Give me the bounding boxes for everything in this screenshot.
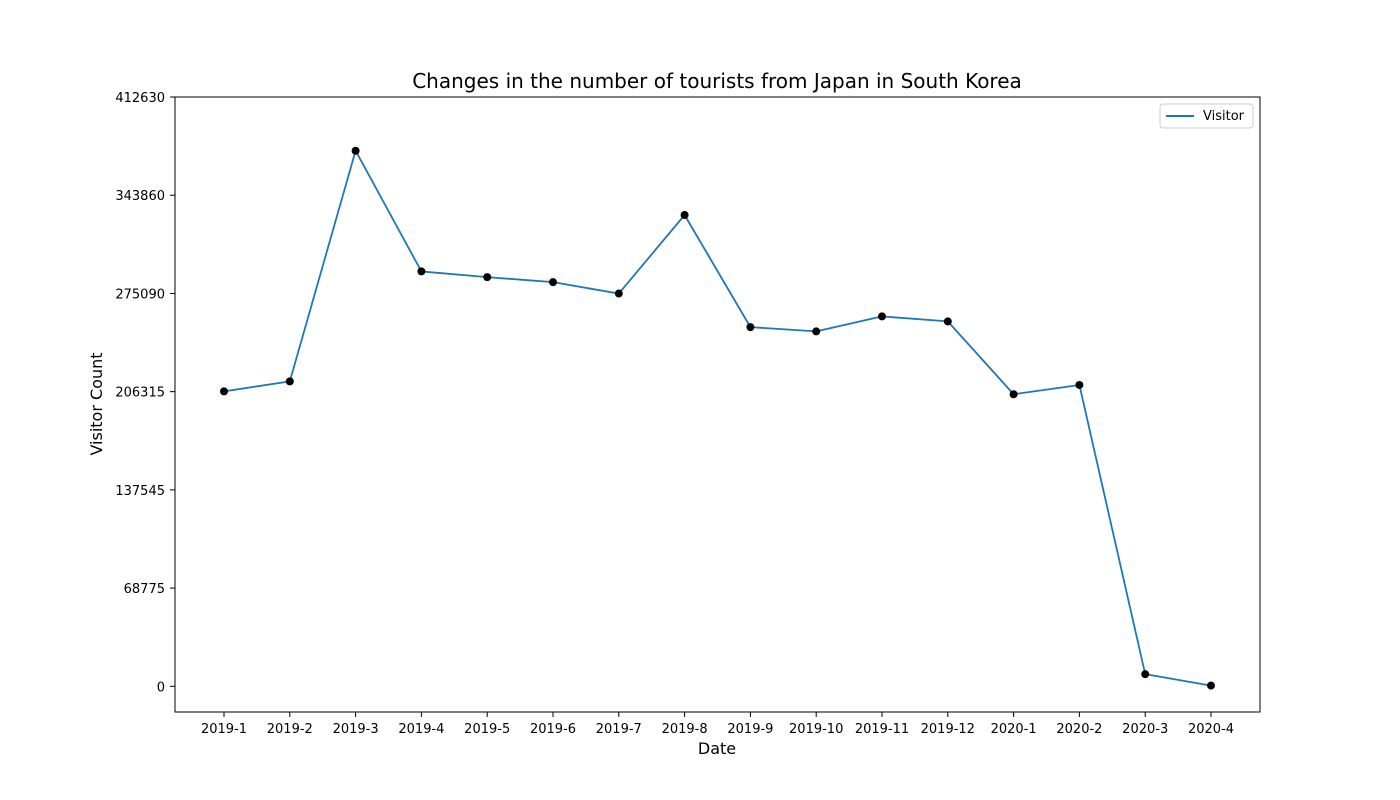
legend: Visitor [1159,103,1254,129]
data-point [1075,380,1084,389]
y-tick-label: 412630 [115,91,165,106]
x-tick-label: 2020-3 [1122,722,1168,737]
x-tick-label: 2020-2 [1056,722,1102,737]
data-point [285,377,294,386]
x-tick-label: 2019-11 [855,722,909,737]
x-tick-label: 2020-1 [991,722,1037,737]
y-tick-label: 275090 [115,287,165,302]
x-tick-label: 2020-4 [1188,722,1234,737]
chart-title: Changes in the number of tourists from J… [412,69,1022,93]
x-tick-label: 2019-12 [921,722,975,737]
x-tick-label: 2019-10 [789,722,843,737]
plot-area-frame [174,96,1261,713]
data-point [680,211,689,220]
y-tick-label: 206315 [115,386,165,401]
data-point [483,273,492,282]
x-tick-label: 2019-6 [530,722,576,737]
data-point [417,267,426,276]
y-tick-label: 137545 [115,484,165,499]
x-tick-label: 2019-8 [662,722,708,737]
data-point [746,323,755,332]
x-axis-label: Date [698,739,736,758]
y-axis-ticks: 0 68775 137545 206315 275090 343860 412630 [115,91,175,695]
x-tick-label: 2019-2 [267,722,313,737]
x-tick-label: 2019-1 [201,722,247,737]
x-tick-label: 2019-9 [727,722,773,737]
series-line-visitor [223,149,1212,687]
x-tick-label: 2019-3 [333,722,379,737]
data-point [1009,390,1018,399]
x-axis-ticks: 2019-1 2019-2 2019-3 2019-4 2019-5 2019-6 2019… [201,712,1234,737]
data-point [549,278,557,287]
legend-box [1159,103,1254,129]
x-tick-label: 2019-7 [596,722,642,737]
data-point [1207,681,1215,690]
data-point [614,289,623,298]
y-tick-label: 68775 [124,582,165,597]
data-point [1141,670,1150,679]
series-layer [220,146,1215,690]
data-point [351,146,360,155]
data-point [943,317,952,326]
y-tick-label: 0 [157,680,165,695]
x-tick-label: 2019-5 [464,722,510,737]
legend-label-visitor: Visitor [1203,109,1245,124]
data-point [812,327,821,336]
data-point [878,312,886,321]
data-point [220,387,228,396]
y-axis-label: Visitor Count [87,352,106,455]
y-tick-label: 343860 [115,189,165,204]
x-tick-label: 2019-4 [398,722,444,737]
